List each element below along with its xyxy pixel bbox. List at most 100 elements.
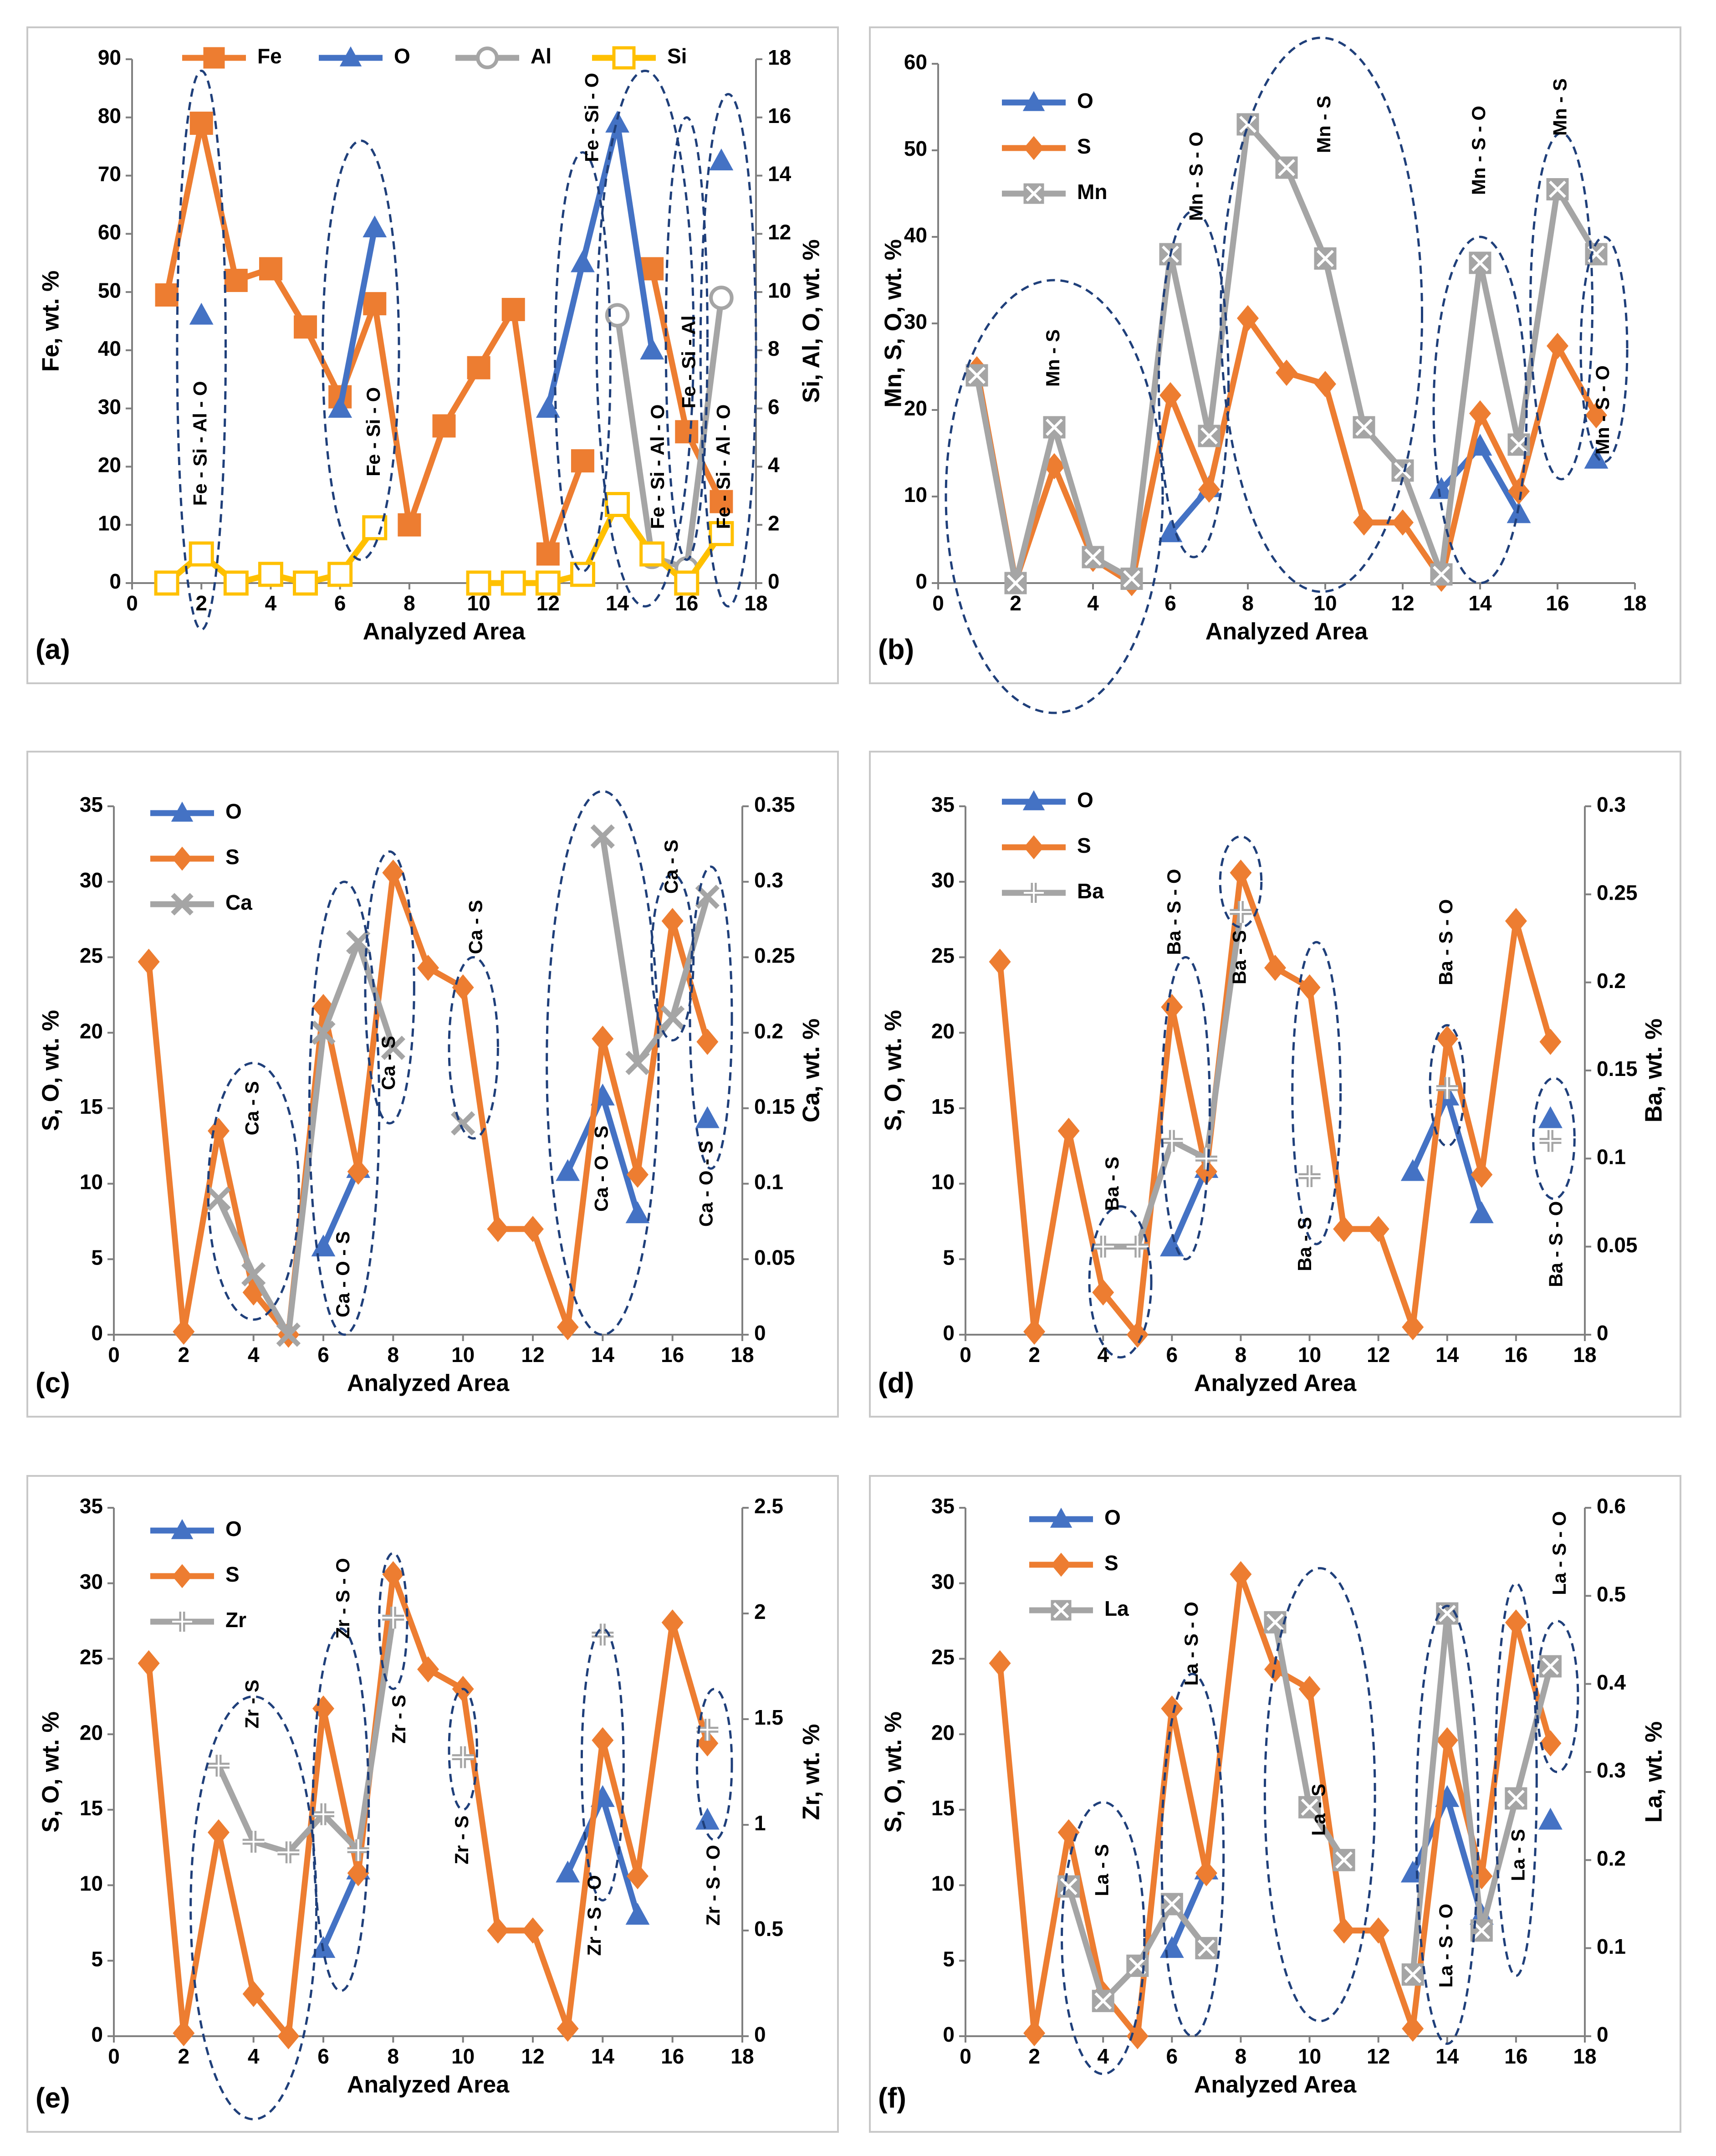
data-point-Si xyxy=(605,492,630,517)
x-tick-label: 4 xyxy=(265,591,277,615)
group-ellipse xyxy=(595,70,695,608)
y2-axis-title: Ca, wt. % xyxy=(798,1019,825,1122)
y-tick-label: 20 xyxy=(904,396,927,420)
y-tick-label: 0 xyxy=(943,2023,955,2046)
legend-label: Zr xyxy=(225,1608,246,1632)
data-point-La-inner xyxy=(1404,1966,1422,1983)
y-tick-label: 25 xyxy=(80,1645,103,1669)
legend-marker xyxy=(1022,91,1045,111)
x-tick-label: 4 xyxy=(248,1343,260,1367)
y-tick-label: 15 xyxy=(80,1796,103,1820)
data-point-Ba-inner xyxy=(1126,1235,1149,1258)
group-ellipse xyxy=(322,139,400,561)
data-point-O xyxy=(311,1234,336,1257)
data-point-O xyxy=(536,396,560,418)
x-tick-label: 4 xyxy=(248,2044,260,2068)
ellipse-label: Fe - Si - O xyxy=(363,387,384,476)
data-point-S xyxy=(347,1860,369,1886)
legend-item-La: La xyxy=(1029,1597,1129,1621)
legend-marker xyxy=(171,1519,194,1539)
series-Mn xyxy=(965,113,1608,594)
series-line-O xyxy=(1169,1869,1209,1950)
data-point-Fe xyxy=(501,297,525,321)
ellipse-label: La - S xyxy=(1507,1829,1529,1881)
data-point-Mn-inner xyxy=(1200,427,1218,445)
x-tick-label: 6 xyxy=(1164,591,1176,615)
y-tick-label: 90 xyxy=(98,46,121,69)
x-axis-title: Analyzed Area xyxy=(363,619,526,645)
y2-tick-label: 0 xyxy=(754,2023,766,2046)
y-tick-label: 10 xyxy=(80,1170,103,1194)
x-tick-label: 14 xyxy=(591,2044,615,2068)
x-tick-label: 0 xyxy=(960,2044,971,2068)
data-point-S xyxy=(1367,1216,1389,1242)
data-point-S xyxy=(138,948,160,975)
x-tick-label: 2 xyxy=(1028,2044,1040,2068)
group-ellipse xyxy=(1415,1604,1480,2045)
ellipse-label: Mn - S - O xyxy=(1468,106,1489,195)
x-tick-label: 0 xyxy=(108,2044,120,2068)
y-tick-label: 5 xyxy=(91,1947,103,1971)
legend-item-O: O xyxy=(150,799,242,823)
data-point-S xyxy=(592,1025,614,1052)
legend-label: S xyxy=(1104,1551,1118,1575)
series-line-O xyxy=(1169,1167,1209,1249)
legend-label: O xyxy=(225,799,242,823)
data-point-S xyxy=(1264,1656,1286,1683)
data-point-Fe xyxy=(155,283,179,307)
data-point-S xyxy=(661,908,684,934)
data-point-S xyxy=(487,1216,509,1242)
panel-d: 0 2 4 6 8 10 12 14 16 180510152025303500.050.10.1… xyxy=(869,751,1681,1418)
y-tick-label: 40 xyxy=(98,337,121,360)
x-tick-label: 0 xyxy=(960,1343,971,1367)
data-point-Zr-inner xyxy=(382,1607,404,1629)
x-axis-title: Analyzed Area xyxy=(1194,1370,1357,1397)
data-point-S xyxy=(1469,400,1491,427)
legend-marker-inner xyxy=(1053,1602,1069,1618)
data-point-S xyxy=(522,1917,544,1944)
data-point-S xyxy=(173,2020,195,2047)
x-tick-label: 0 xyxy=(108,1343,120,1367)
y-tick-label: 10 xyxy=(904,483,927,507)
x-tick-label: 18 xyxy=(730,1343,754,1367)
x-tick-label: 16 xyxy=(661,1343,684,1367)
data-point-O xyxy=(1429,477,1454,499)
data-point-S xyxy=(312,1695,334,1722)
y-tick-label: 15 xyxy=(931,1095,955,1118)
data-point-Ca xyxy=(206,1187,231,1211)
legend-label: O xyxy=(1104,1506,1121,1529)
data-point-S xyxy=(1298,1675,1321,1702)
data-point-Ca xyxy=(241,1262,266,1287)
y-tick-label: 60 xyxy=(904,50,927,74)
data-point-S xyxy=(1159,382,1181,409)
data-point-Mn-inner xyxy=(1549,180,1566,198)
ellipse-label: Ba - S xyxy=(1229,930,1250,984)
y2-tick-label: 0.6 xyxy=(1597,1494,1626,1518)
ellipse-label: Ba - S xyxy=(1294,1217,1315,1271)
group-ellipse xyxy=(1579,236,1629,463)
group-ellipse xyxy=(1429,1024,1466,1147)
data-point-S xyxy=(1023,2020,1046,2047)
y2-tick-label: 0.15 xyxy=(754,1095,795,1118)
data-point-S xyxy=(1402,2015,1424,2042)
y-tick-label: 30 xyxy=(80,868,103,892)
group-ellipse xyxy=(1532,1077,1576,1200)
y-tick-label: 30 xyxy=(80,1570,103,1593)
group-ellipse xyxy=(699,93,757,608)
y2-tick-label: 0.05 xyxy=(754,1245,795,1269)
data-point-S xyxy=(1264,954,1286,981)
data-point-S xyxy=(1057,1117,1080,1144)
ellipse-label: Zr - S xyxy=(241,1680,263,1728)
y-tick-label: 15 xyxy=(80,1095,103,1118)
x-tick-label: 8 xyxy=(1242,591,1254,615)
data-point-S xyxy=(1471,1161,1493,1188)
x-tick-label: 18 xyxy=(744,591,767,615)
data-point-S xyxy=(696,1029,719,1055)
data-point-S xyxy=(1161,1695,1183,1722)
y2-tick-label: 0.3 xyxy=(1597,793,1626,816)
data-point-Fe xyxy=(467,356,490,379)
ellipse-label: La - S - O xyxy=(1548,1511,1570,1595)
legend-marker xyxy=(339,46,362,67)
data-point-S xyxy=(1198,476,1220,503)
